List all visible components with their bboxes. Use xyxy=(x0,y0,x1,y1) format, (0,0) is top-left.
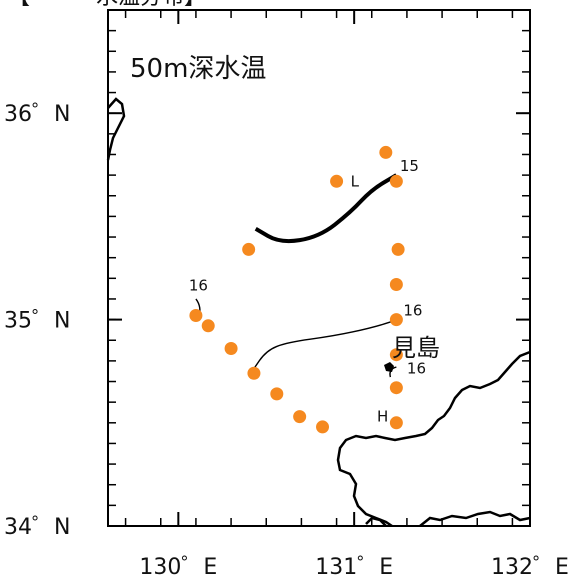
header-fragment: 【 水温分布】 xyxy=(8,0,206,10)
station-dot xyxy=(389,313,403,327)
coastline-kyushu-north xyxy=(419,510,531,527)
contour-label: 16 xyxy=(403,301,422,319)
observation-stations xyxy=(189,145,405,434)
isotherm-16 xyxy=(251,318,399,372)
station-dot xyxy=(389,174,403,188)
y-tick-label: 35゜N xyxy=(4,309,70,334)
isotherm-15 xyxy=(254,173,398,244)
temperature-mark-L: L xyxy=(351,172,360,190)
coastline-tsushima xyxy=(106,97,126,161)
place-label-mishima: 見島 xyxy=(392,334,440,362)
station-dot xyxy=(330,174,344,188)
station-dot xyxy=(379,145,393,159)
station-dot xyxy=(201,319,215,333)
station-dot xyxy=(389,381,403,395)
coastline-islets xyxy=(365,516,387,527)
coastline-honshu xyxy=(336,350,531,528)
isotherm-16-leader-east xyxy=(389,366,397,378)
station-dot xyxy=(270,387,284,401)
contour-label: 16 xyxy=(189,277,208,295)
station-dot xyxy=(389,416,403,430)
station-dot xyxy=(247,366,261,380)
x-tick-label: 132゜E xyxy=(491,555,569,580)
x-tick-label: 130゜E xyxy=(139,555,217,580)
station-dot xyxy=(389,348,403,362)
station-dot xyxy=(189,308,203,322)
station-dot xyxy=(389,278,403,292)
station-dot xyxy=(224,341,238,355)
axis-ticks: 130゜E 131゜E 132゜E 34゜N 35゜N 36゜N xyxy=(4,10,569,580)
map-frame xyxy=(107,9,531,527)
contour-label: 15 xyxy=(400,157,419,175)
station-dot xyxy=(391,242,405,256)
contour-label: 16 xyxy=(407,359,426,377)
y-tick-label: 36゜N xyxy=(4,102,70,127)
station-dot xyxy=(293,410,307,424)
map-title: 50m深水温 xyxy=(130,54,266,84)
x-tick-label: 131゜E xyxy=(315,555,393,580)
station-dot xyxy=(242,242,256,256)
map-labels: 15 16 16 16 L H xyxy=(189,157,426,426)
coastline xyxy=(106,97,531,528)
station-dot xyxy=(316,420,330,434)
y-tick-label: 34゜N xyxy=(4,515,70,540)
temperature-mark-H: H xyxy=(377,408,388,426)
